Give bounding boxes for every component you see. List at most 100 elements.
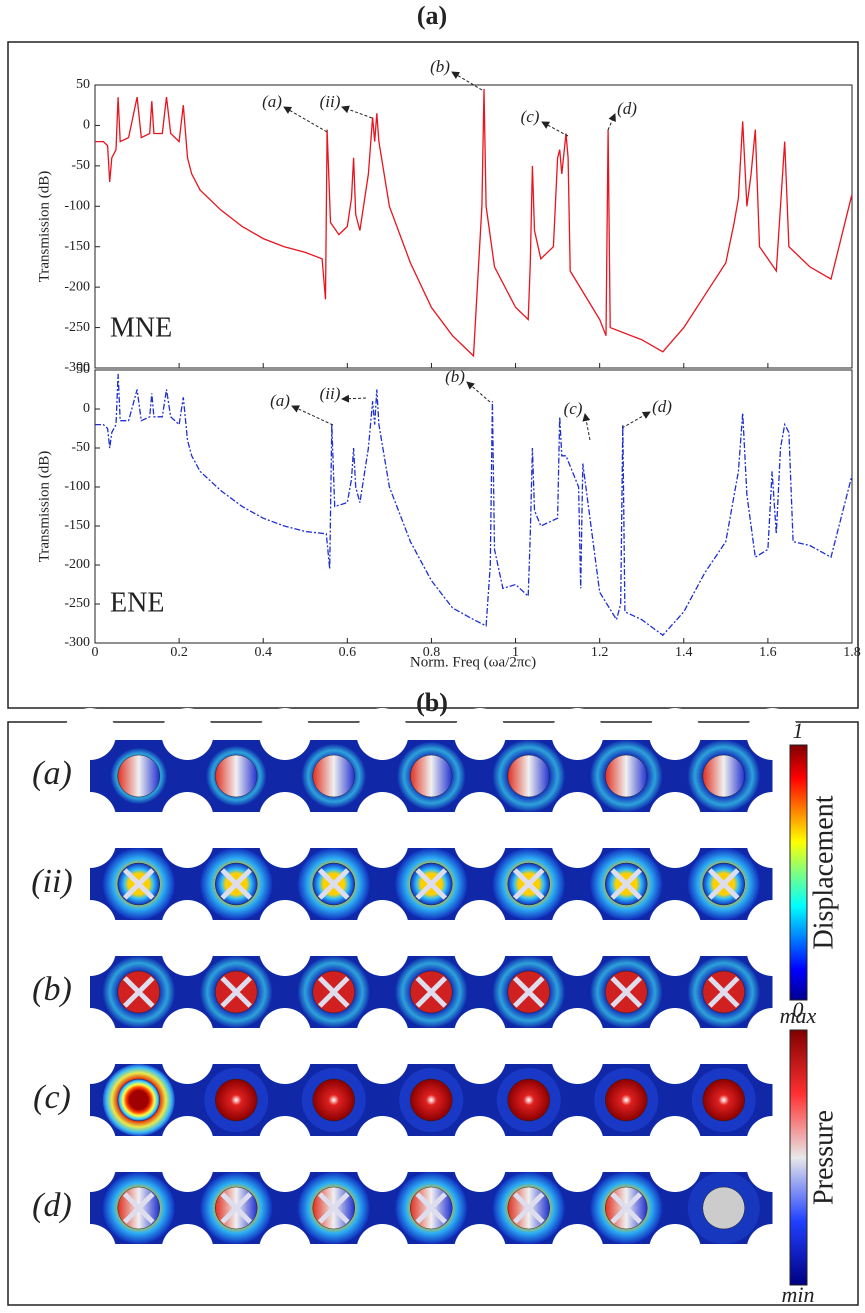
field-core xyxy=(117,1078,160,1122)
x-tick-label: 0.4 xyxy=(254,645,272,660)
y-tick-label: 0 xyxy=(83,118,90,133)
panel-a-frame xyxy=(7,41,859,709)
y-tick-label: -100 xyxy=(64,199,90,214)
y-tick-label: -200 xyxy=(64,279,90,294)
field-node xyxy=(317,868,350,900)
plot-frame xyxy=(94,369,853,644)
field-node xyxy=(415,1192,448,1224)
field-node xyxy=(610,868,643,900)
colorbar xyxy=(789,1029,808,1286)
panel-b-frame xyxy=(7,721,859,1306)
field-node xyxy=(512,868,545,900)
hole xyxy=(551,1224,604,1276)
hole xyxy=(454,924,506,976)
x-tick-label: 0.8 xyxy=(423,645,441,660)
x-tick-label: 1.6 xyxy=(759,645,777,660)
annotation: (d) xyxy=(617,99,637,118)
field-node xyxy=(512,976,545,1008)
hole xyxy=(454,1032,506,1084)
panel-b-label: (b) xyxy=(416,688,448,717)
series-line xyxy=(95,373,853,637)
x-tick-label: 1.2 xyxy=(591,645,609,660)
y-tick-label: 0 xyxy=(83,401,90,416)
field-node xyxy=(122,1192,155,1224)
hole xyxy=(746,816,799,868)
row-label: (b) xyxy=(32,971,72,1008)
annotation-arrow xyxy=(341,394,367,403)
y-tick-label: -50 xyxy=(71,158,90,173)
hole xyxy=(356,1224,409,1276)
y-tick-label: -150 xyxy=(64,518,90,533)
hole xyxy=(64,1032,116,1084)
y-tick-label: -200 xyxy=(64,557,90,572)
hole xyxy=(746,1140,799,1192)
y-axis-label: Transmission (dB) xyxy=(36,171,52,283)
field-core xyxy=(605,754,648,798)
y-tick-label: -150 xyxy=(64,239,90,254)
row-label: (ii) xyxy=(31,863,73,900)
y-tick-label: -300 xyxy=(64,360,90,375)
x-axis-label: Norm. Freq (ωa/2πc) xyxy=(410,654,536,670)
hole xyxy=(649,1140,701,1192)
annotation: (a) xyxy=(262,92,282,111)
field-node xyxy=(220,868,253,900)
y-axis-label: Transmission (dB) xyxy=(36,451,52,563)
hole xyxy=(649,708,701,760)
hole xyxy=(551,708,604,760)
hole xyxy=(649,1032,701,1084)
hole xyxy=(746,1032,799,1084)
hole xyxy=(649,816,701,868)
field-core xyxy=(215,754,258,798)
annotation: (ii) xyxy=(320,384,341,403)
hole xyxy=(454,1140,506,1192)
annotation-arrow xyxy=(341,105,373,119)
field-core xyxy=(410,754,453,798)
field-node xyxy=(512,1192,545,1224)
hole xyxy=(551,1032,604,1084)
hole xyxy=(649,924,701,976)
y-tick-label: 50 xyxy=(76,77,90,92)
colorbar-title: Pressure xyxy=(808,1110,839,1205)
hole xyxy=(161,924,214,976)
row-label: (d) xyxy=(32,1187,72,1224)
x-tick-label: 1.8 xyxy=(843,645,861,660)
field-node xyxy=(122,976,155,1008)
annotation: (c) xyxy=(564,399,583,418)
field-node xyxy=(317,1192,350,1224)
field-node xyxy=(415,976,448,1008)
hole xyxy=(551,924,604,976)
hole xyxy=(259,924,311,976)
field-core xyxy=(702,1186,745,1230)
hole xyxy=(356,816,409,868)
hole xyxy=(259,1140,311,1192)
hole xyxy=(454,708,506,760)
field-node xyxy=(415,868,448,900)
hole xyxy=(64,1224,116,1276)
hole xyxy=(259,1032,311,1084)
hole xyxy=(356,1140,409,1192)
hole xyxy=(161,708,214,760)
colorbar-min: 0 xyxy=(793,997,804,1022)
field-node xyxy=(122,868,155,900)
hole xyxy=(356,1032,409,1084)
hole xyxy=(356,708,409,760)
hole xyxy=(259,816,311,868)
hole xyxy=(161,1032,214,1084)
field-node xyxy=(220,976,253,1008)
field-node xyxy=(610,1192,643,1224)
hole xyxy=(454,1224,506,1276)
series-label: ENE xyxy=(110,587,164,618)
annotation: (b) xyxy=(430,57,450,76)
hole xyxy=(259,1224,311,1276)
y-tick-label: -50 xyxy=(71,440,90,455)
field-node xyxy=(707,976,740,1008)
hole xyxy=(551,816,604,868)
series-line xyxy=(95,88,853,358)
hole xyxy=(64,924,116,976)
field-core xyxy=(117,754,160,798)
hole xyxy=(259,708,311,760)
hole xyxy=(64,1140,116,1192)
y-tick-label: -250 xyxy=(64,596,90,611)
annotation-arrow xyxy=(621,411,651,429)
